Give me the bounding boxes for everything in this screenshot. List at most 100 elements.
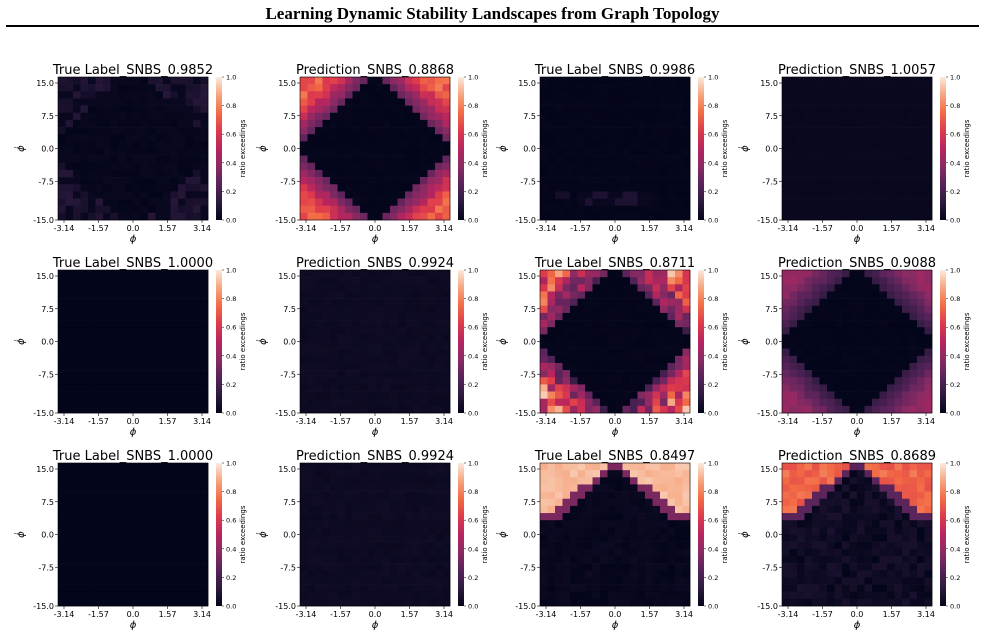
heatmap-cell [58,591,66,600]
heatmap-cell [789,384,798,392]
heatmap-cell [300,534,308,542]
heatmap-cell [570,527,578,535]
heatmap-cell [864,155,873,164]
heatmap-cell [652,134,661,142]
heatmap-cell [435,327,443,335]
heatmap-cell [782,491,790,500]
heatmap-cell [88,327,96,335]
title-rule [6,25,979,27]
heatmap-cell [133,555,141,564]
heatmap-cell [615,127,623,135]
heatmap-cell [622,334,631,342]
heatmap-cell [652,477,661,485]
heatmap-cell [382,520,391,528]
heatmap-cell [442,520,451,528]
heatmap-cell [58,491,66,500]
heatmap-cell [894,348,903,357]
heatmap-cell [924,134,933,142]
heatmap-cell [352,577,361,585]
heatmap-cell [367,405,376,414]
heatmap-cell [570,141,578,149]
heatmap-cell [789,134,798,142]
heatmap-cell [547,169,556,178]
heatmap-cell [420,105,428,114]
heatmap-cell [547,341,556,349]
heatmap-cell [193,498,201,507]
heatmap-cell [630,191,638,199]
heatmap-cell [834,513,843,521]
heatmap-cell [405,370,413,378]
heatmap-cell [80,184,89,192]
heatmap-cell [375,312,383,321]
heatmap-cell [789,112,798,121]
heatmap-cell [555,570,563,578]
heatmap-cell [849,398,858,407]
heatmap-cell [412,148,421,156]
heatmap-cell [577,191,586,199]
heatmap-cell [427,119,436,128]
heatmap-cell [110,205,119,214]
heatmap-cell [307,591,316,600]
heatmap-cell [570,270,578,278]
heatmap-cell [652,398,661,407]
heatmap-cell [872,505,880,514]
heatmap-cell [337,177,346,185]
heatmap-cell [397,184,406,192]
heatmap-cell [360,205,368,214]
heatmap-cell [140,498,149,507]
heatmap-cell [797,277,805,285]
heatmap-cell [80,348,89,357]
heatmap-cell [615,270,623,278]
heatmap-cell [185,298,194,307]
heatmap-cell [420,491,428,500]
heatmap-cell [193,298,201,307]
heatmap-cell [607,398,616,407]
heatmap-cell [637,334,646,342]
heatmap-cell [864,484,873,492]
heatmap-cell [390,84,398,92]
heatmap-cell [315,341,323,349]
heatmap-cell [65,513,74,521]
heatmap-cell [315,541,323,550]
heatmap-cell [322,584,331,592]
heatmap-cell [562,398,571,407]
heatmap-cell [330,127,338,135]
heatmap-cell [148,148,156,156]
heatmap-cell [675,191,683,199]
heatmap-cell [88,348,96,357]
heatmap-cell [322,477,331,485]
heatmap-cell [879,470,888,478]
heatmap-cell [148,84,156,92]
heatmap-cell [540,498,548,507]
heatmap-cell [397,77,406,85]
heatmap-cell [600,148,608,156]
heatmap-cell [110,334,119,342]
heatmap-cell [163,112,171,121]
heatmap-cell [849,355,858,364]
heatmap-cell [95,169,104,178]
heatmap-cell [917,212,925,221]
heatmap-cell [163,141,171,149]
heatmap-cell [397,477,406,485]
heatmap-cell [307,191,316,199]
heatmap-cell [924,91,933,99]
heatmap-cell [155,384,164,392]
heatmap-cell [73,127,81,135]
heatmap-cell [148,362,156,371]
heatmap-cell [615,591,623,600]
heatmap-cell [88,162,96,171]
heatmap-cell [193,134,201,142]
heatmap-cell [812,270,820,278]
heatmap-cell [435,134,443,142]
heatmap-cell [375,148,383,156]
heatmap-cell [412,398,421,407]
heatmap-cell [300,341,308,349]
heatmap-cell [864,505,873,514]
heatmap-cell [562,155,571,164]
heatmap-cell [412,527,421,535]
heatmap-cell [118,484,126,492]
heatmap-cell [397,105,406,114]
heatmap-cell [909,205,918,214]
heatmap-cell [622,541,631,550]
heatmap-cell [667,527,676,535]
